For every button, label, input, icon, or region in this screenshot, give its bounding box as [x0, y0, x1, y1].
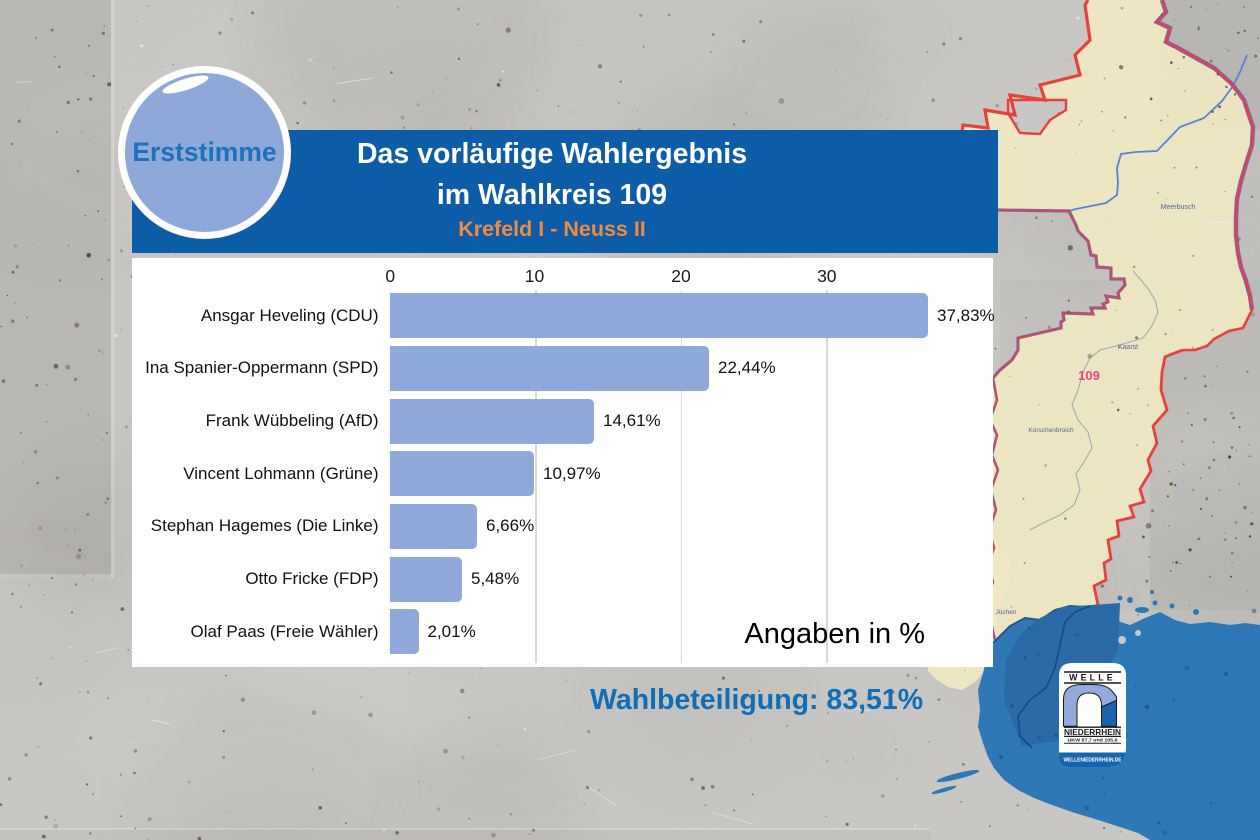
svg-text:Korschenbroich: Korschenbroich: [1028, 427, 1074, 434]
svg-text:WELLE: WELLE: [1069, 672, 1116, 682]
svg-text:Kaarst: Kaarst: [1118, 344, 1138, 351]
svg-text:Jüchen: Jüchen: [996, 609, 1017, 616]
svg-text:NIEDERRHEIN: NIEDERRHEIN: [1064, 727, 1121, 737]
svg-text:WELLENIEDERRHEIN.DE: WELLENIEDERRHEIN.DE: [1064, 758, 1122, 764]
svg-text:109: 109: [1078, 368, 1100, 383]
svg-text:UKW 87,7 und 105,6: UKW 87,7 und 105,6: [1068, 738, 1118, 744]
svg-text:Meerbusch: Meerbusch: [1161, 204, 1196, 211]
